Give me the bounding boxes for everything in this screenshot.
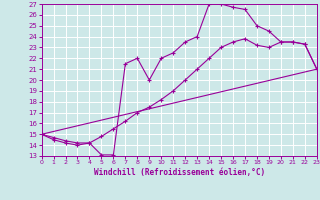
X-axis label: Windchill (Refroidissement éolien,°C): Windchill (Refroidissement éolien,°C)	[94, 168, 265, 177]
